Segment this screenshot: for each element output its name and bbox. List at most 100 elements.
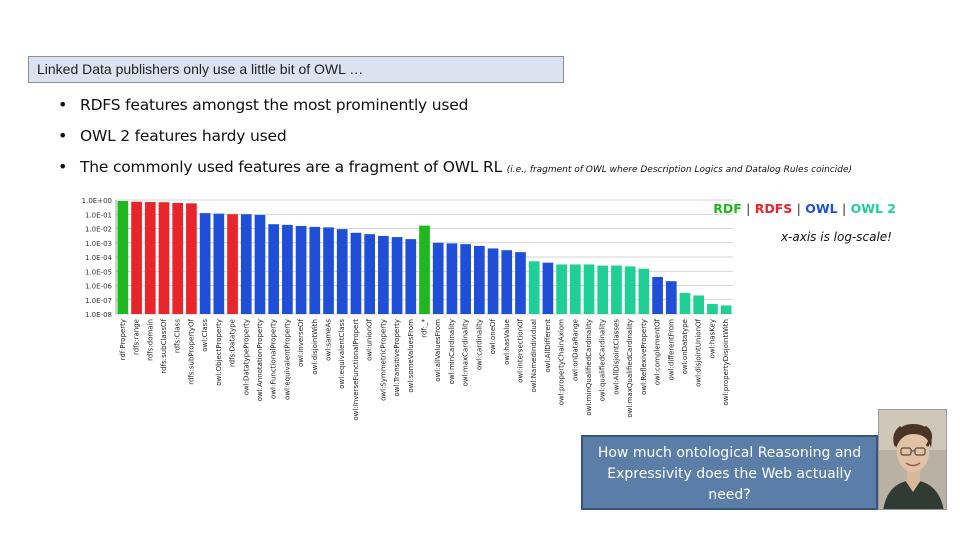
- bar: [638, 268, 650, 314]
- legend-item-owl2: OWL 2: [850, 201, 896, 216]
- bullet-text: OWL 2 features hardy used: [80, 127, 287, 145]
- bar: [679, 292, 691, 314]
- x-tick-label: owl:disjointWith: [311, 319, 319, 375]
- axis-scale-note: x-axis is log-scale!: [780, 230, 892, 244]
- x-tick-label: owl:ReflexiveProperty: [640, 319, 648, 395]
- x-tick-label: owl:sameAs: [325, 319, 333, 361]
- bar: [693, 295, 705, 314]
- x-tick-label: owl:onDataRange: [571, 319, 579, 381]
- bar: [501, 250, 513, 314]
- bullet-list: • RDFS features amongst the most promine…: [58, 93, 938, 186]
- bar: [391, 237, 403, 314]
- x-tick-label: owl:DatatypeProperty: [242, 319, 250, 395]
- bar: [583, 264, 595, 314]
- x-tick-label: owl:maxCardinality: [462, 319, 470, 386]
- x-tick-label: owl:intersectionOf: [516, 318, 524, 382]
- x-tick-label: rdfs:range: [133, 319, 141, 355]
- bar: [515, 252, 526, 314]
- y-tick-label: 1.0E-04: [85, 254, 113, 262]
- bar: [144, 202, 156, 314]
- bar: [556, 264, 567, 314]
- x-tick-label: owl:someValuesFrom: [407, 319, 415, 393]
- legend-separator: |: [746, 201, 751, 216]
- slide-title: Linked Data publishers only use a little…: [28, 56, 564, 83]
- x-tick-label: owl:minQualifiedCardinality: [585, 319, 593, 416]
- y-tick-label: 1.0E-01: [85, 211, 112, 219]
- x-tick-label: owl:inverseOf: [297, 318, 305, 366]
- x-tick-label: rdfs:Class: [174, 319, 182, 353]
- bar: [254, 214, 266, 314]
- bar: [720, 305, 732, 314]
- x-tick-label: owl:equivalentClass: [338, 319, 346, 389]
- bar: [199, 213, 211, 314]
- x-tick-label: owl:minCardinality: [448, 319, 456, 384]
- x-tick-label: rdfs:subPropertyOf: [187, 318, 195, 384]
- bullet-icon: •: [58, 95, 68, 114]
- x-tick-label: rdf:_*: [421, 319, 429, 338]
- bar: [487, 248, 499, 314]
- x-tick-label: owl:equivalentProperty: [283, 319, 291, 400]
- x-tick-label: owl:maxQualifiedCardinality: [626, 319, 634, 418]
- bullet-item: • RDFS features amongst the most promine…: [58, 93, 938, 124]
- x-tick-label: owl:unionOf: [366, 318, 374, 360]
- x-tick-label: owl:AllDisjointClasses: [612, 319, 620, 395]
- bar: [131, 201, 142, 314]
- x-tick-label: owl:propertyDisjointWith: [722, 319, 730, 406]
- chart-legend: RDF | RDFS | OWL | OWL 2: [700, 201, 896, 216]
- bullet-icon: •: [58, 126, 68, 145]
- x-tick-label: owl:hasValue: [503, 319, 511, 365]
- bar: [295, 225, 307, 314]
- bullet-text: RDFS features amongst the most prominent…: [80, 96, 469, 114]
- bullet-text: The commonly used features are a fragmen…: [80, 158, 503, 176]
- x-tick-label: owl:NamedIndividual: [530, 319, 538, 393]
- bar: [172, 202, 184, 314]
- y-tick-label: 1.0E-02: [85, 226, 112, 234]
- bar: [268, 224, 280, 314]
- bar: [309, 226, 321, 314]
- x-tick-label: rdfs:domain: [146, 319, 154, 361]
- bar: [419, 225, 430, 314]
- bar: [186, 203, 197, 314]
- portrait-photo: [878, 409, 947, 510]
- x-tick-label: owl:disjointUnionOf: [695, 318, 703, 386]
- bar: [460, 244, 471, 314]
- x-tick-label: owl:AnnotationProperty: [256, 319, 264, 401]
- bullet-note: (i.e., fragment of OWL where Description…: [506, 165, 852, 175]
- x-tick-label: rdf:Property: [119, 319, 127, 360]
- bar: [240, 214, 252, 314]
- legend-item-rdf: RDF: [713, 201, 742, 216]
- x-tick-label: owl:Class: [201, 319, 209, 352]
- bar: [323, 227, 334, 314]
- x-tick-label: owl:allValuesFrom: [434, 319, 442, 382]
- x-tick-label: owl:ObjectProperty: [215, 319, 223, 386]
- bar: [213, 213, 225, 314]
- bar: [624, 266, 636, 314]
- bar: [665, 281, 677, 314]
- bar: [117, 201, 129, 314]
- bar: [707, 304, 718, 314]
- bullet-icon: •: [58, 157, 68, 176]
- bar: [364, 234, 376, 314]
- x-tick-label: owl:propertyChainAxiom: [558, 319, 566, 405]
- legend-item-owl: OWL: [805, 201, 838, 216]
- bar: [652, 276, 663, 314]
- x-tick-label: owl:AllDifferent: [544, 319, 552, 373]
- x-tick-label: owl:cardinality: [475, 319, 483, 370]
- x-tick-label: rdfs:Datatype: [229, 319, 237, 367]
- x-tick-label: owl:FunctionalProperty: [270, 319, 278, 399]
- bar: [405, 239, 417, 314]
- x-tick-label: owl:complementOf: [654, 318, 662, 385]
- bullet-item: • The commonly used features are a fragm…: [58, 155, 938, 186]
- y-tick-label: 1.0E-05: [85, 268, 112, 276]
- bar: [282, 224, 293, 314]
- y-tick-label: 1.0E-08: [85, 311, 112, 319]
- x-tick-label: owl:qualifiedCardinality: [599, 319, 607, 401]
- bar: [336, 229, 348, 314]
- legend-item-rdfs: RDFS: [754, 201, 793, 216]
- feature-usage-bar-chart: 1.0E+00 1.0E-01 1.0E-02 1.0E-03 1.0E-04 1.0E-…: [82, 197, 733, 421]
- x-tick-label: owl:TransitiveProperty: [393, 319, 401, 397]
- x-tick-label: owl:SymmetricProperty: [379, 319, 387, 401]
- bar: [528, 261, 540, 314]
- bar: [227, 214, 238, 314]
- bar: [446, 243, 458, 314]
